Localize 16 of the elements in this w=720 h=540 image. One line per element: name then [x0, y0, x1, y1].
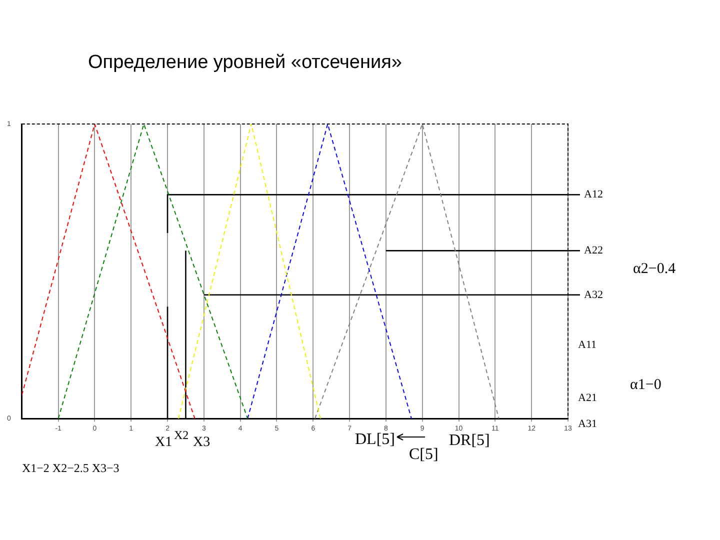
text: A11 [578, 339, 597, 351]
text: DR[5] [449, 432, 490, 449]
text: X2 [174, 428, 189, 442]
chart-title: Определение уровней «отсечения» [88, 52, 402, 74]
text: X3 [193, 435, 210, 450]
legend-label: A12 [584, 188, 603, 201]
legend-label: A32 [584, 288, 603, 301]
text: α1−0 [630, 377, 662, 393]
text: X1 [155, 435, 172, 450]
text: A31 [578, 418, 597, 430]
text: α2−0.4 [633, 261, 676, 277]
legend-label: A22 [584, 244, 603, 257]
text: X1−2 X2−2.5 X3−3 [22, 461, 120, 475]
text: DL[5] [355, 431, 395, 448]
text: C[5] [409, 446, 438, 463]
text: A21 [578, 392, 597, 404]
